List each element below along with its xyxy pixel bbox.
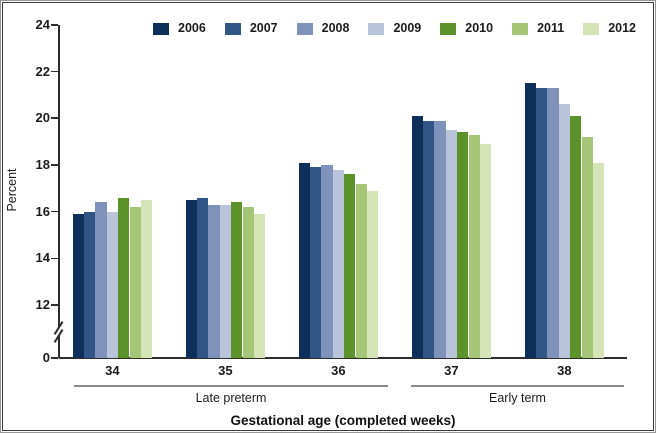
- category-label-34: 34: [105, 363, 120, 378]
- legend-item-2008: 2008: [296, 21, 350, 35]
- y-tick-22: [51, 70, 58, 73]
- bar-2012-37: [479, 143, 492, 358]
- bar-2010-35: [231, 202, 243, 358]
- legend: 2006 2007 2008 2009 2010 2011 2012: [153, 22, 636, 35]
- category-label-38: 38: [557, 363, 572, 378]
- legend-label-2010: 2010: [465, 21, 494, 35]
- bar-2009-34: [106, 211, 119, 358]
- bar-2010-36: [344, 174, 356, 358]
- bar-2011-38: [581, 136, 593, 358]
- bar-2007-38: [535, 87, 548, 358]
- group-label-1: Late preterm: [195, 391, 267, 405]
- legend-label-2006: 2006: [178, 21, 206, 35]
- bar-2008-36: [321, 164, 333, 358]
- legend-item-2006: 2006: [153, 22, 206, 35]
- x-axis: [59, 357, 627, 359]
- legend-swatch-2009: [368, 22, 385, 35]
- bar-2007-37: [422, 120, 435, 358]
- group-underline-2: [411, 385, 624, 387]
- bar-2009-35: [219, 204, 232, 358]
- bar-2010-38: [570, 115, 582, 358]
- legend-swatch-2007: [224, 22, 241, 35]
- legend-item-2007: 2007: [224, 21, 278, 35]
- y-tick-label-12: 12: [35, 297, 50, 312]
- y-tick-label-24: 24: [35, 16, 50, 32]
- bar-2007-35: [196, 197, 209, 358]
- bar-2008-38: [547, 87, 559, 358]
- y-tick-label-0: 0: [42, 350, 50, 365]
- legend-swatch-2006: [153, 22, 169, 35]
- y-tick-16: [51, 210, 58, 213]
- legend-label-2012: 2012: [608, 21, 636, 35]
- legend-label-2009: 2009: [393, 21, 422, 35]
- y-tick-20: [51, 117, 58, 119]
- y-axis: [58, 24, 60, 358]
- bar-2012-36: [366, 190, 379, 358]
- y-tick-0: [51, 357, 58, 359]
- bar-2011-37: [468, 134, 480, 358]
- legend-label-2007: 2007: [249, 21, 278, 35]
- y-tick-label-20: 20: [35, 110, 50, 126]
- legend-item-2011: 2011: [512, 22, 564, 35]
- bar-2009-37: [445, 129, 458, 358]
- bar-2008-37: [434, 120, 446, 358]
- y-tick-label-16: 16: [35, 203, 50, 219]
- bar-2006-36: [298, 162, 310, 358]
- bar-2008-34: [95, 202, 107, 358]
- y-tick-label-18: 18: [35, 156, 50, 172]
- legend-item-2009: 2009: [368, 22, 421, 35]
- bar-2009-38: [558, 104, 571, 358]
- group-underline-1: [74, 385, 388, 387]
- group-label-2: Early term: [489, 391, 546, 405]
- y-tick-12: [51, 304, 58, 306]
- legend-label-2008: 2008: [321, 21, 350, 35]
- bar-2007-36: [309, 167, 322, 358]
- bar-2010-34: [118, 197, 130, 358]
- bar-2011-36: [355, 183, 367, 358]
- y-tick-24: [51, 24, 58, 26]
- y-tick-label-22: 22: [35, 63, 50, 79]
- legend-swatch-2012: [583, 22, 600, 35]
- legend-label-2011: 2011: [537, 21, 565, 35]
- category-label-35: 35: [218, 363, 233, 378]
- category-label-37: 37: [444, 363, 459, 378]
- bar-2011-35: [242, 206, 254, 358]
- legend-swatch-2011: [512, 22, 529, 35]
- bar-2006-38: [524, 83, 536, 358]
- x-axis-title: Gestational age (completed weeks): [230, 413, 456, 428]
- legend-swatch-2010: [440, 22, 457, 35]
- bar-2009-36: [332, 169, 345, 358]
- legend-item-2010: 2010: [440, 22, 493, 35]
- y-tick-label-14: 14: [35, 250, 50, 266]
- category-label-36: 36: [331, 363, 346, 378]
- bar-2006-35: [185, 199, 197, 358]
- bar-2010-37: [457, 132, 469, 358]
- bar-2012-34: [140, 199, 153, 358]
- bar-2006-34: [72, 213, 84, 358]
- bar-2008-35: [208, 204, 220, 358]
- bar-2007-34: [83, 211, 96, 358]
- y-tick-14: [51, 257, 58, 260]
- bar-2011-34: [129, 206, 141, 358]
- bar-2012-35: [253, 213, 266, 358]
- legend-swatch-2008: [296, 22, 313, 35]
- legend-item-2012: 2012: [583, 22, 636, 35]
- y-tick-18: [51, 164, 58, 166]
- bar-2006-37: [411, 115, 423, 358]
- bar-2012-38: [592, 162, 605, 358]
